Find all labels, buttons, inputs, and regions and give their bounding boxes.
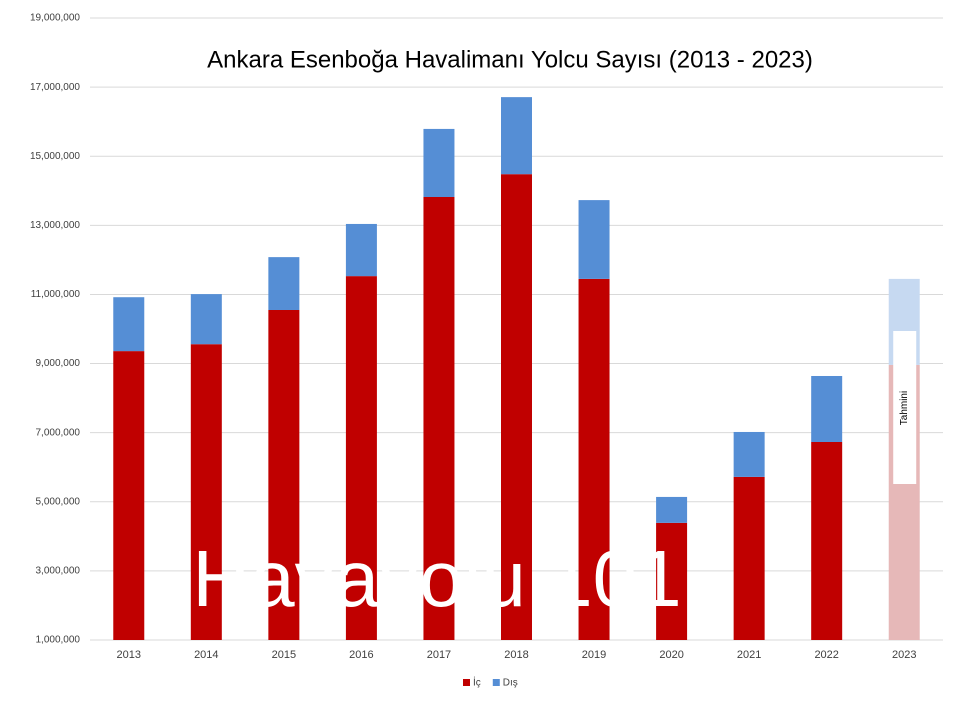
watermark: Havayolu 101: [192, 534, 681, 623]
y-tick-label: 13,000,000: [30, 220, 80, 231]
chart-title: Ankara Esenboğa Havalimanı Yolcu Sayısı …: [207, 46, 813, 73]
y-tick-label: 11,000,000: [31, 289, 81, 300]
legend-swatch: [463, 679, 470, 686]
bar-segment: [345, 223, 377, 277]
bar-segment: [811, 441, 843, 640]
bar-segment: [268, 257, 300, 310]
x-tick-label: 2015: [272, 649, 296, 661]
bars: [113, 97, 920, 640]
y-tick-label: 9,000,000: [36, 358, 81, 369]
legend-swatch: [492, 679, 500, 686]
bar-segment: [501, 174, 532, 640]
bar-segment: [423, 196, 455, 640]
annotation-box: [893, 331, 917, 484]
x-tick-label: 2019: [582, 649, 606, 661]
bar-segment: [656, 522, 688, 640]
x-tick-label: 2023: [892, 649, 916, 661]
y-tick-label: 19,000,000: [30, 13, 80, 24]
bar-segment: [501, 97, 532, 175]
y-tick-label: 1,000,000: [36, 635, 81, 646]
y-tick-label: 15,000,000: [30, 151, 80, 162]
bar-segment: [345, 276, 377, 640]
bar-segment: [811, 375, 843, 442]
x-tick-label: 2013: [117, 649, 141, 661]
x-tick-label: 2014: [194, 649, 218, 661]
x-tick-label: 2022: [814, 649, 838, 661]
y-tick-label: 5,000,000: [36, 496, 81, 507]
bar-segment: [113, 351, 145, 640]
x-tick-label: 2018: [504, 649, 528, 661]
legend-label: Dış: [503, 678, 518, 689]
bar-segment: [268, 309, 300, 640]
x-tick-label: 2016: [349, 649, 373, 661]
bar-segment: [733, 476, 765, 640]
bar-segment: [113, 297, 145, 352]
bar-segment: [190, 294, 222, 345]
y-tick-label: 7,000,000: [36, 427, 81, 438]
annotation: Tahmini: [899, 391, 910, 425]
legend-label: İç: [473, 676, 481, 689]
bar-segment: [578, 278, 610, 640]
bar-segment: [423, 128, 455, 197]
bar-segment: [656, 496, 688, 523]
bar-segment: [190, 344, 222, 640]
x-tick-label: 2021: [737, 649, 761, 661]
y-tick-label: 3,000,000: [36, 566, 81, 577]
x-tick-label: 2020: [659, 649, 683, 661]
y-tick-label: 17,000,000: [30, 82, 80, 93]
bar-segment: [733, 431, 765, 477]
x-tick-label: 2017: [427, 649, 451, 661]
bar-segment: [578, 200, 610, 279]
